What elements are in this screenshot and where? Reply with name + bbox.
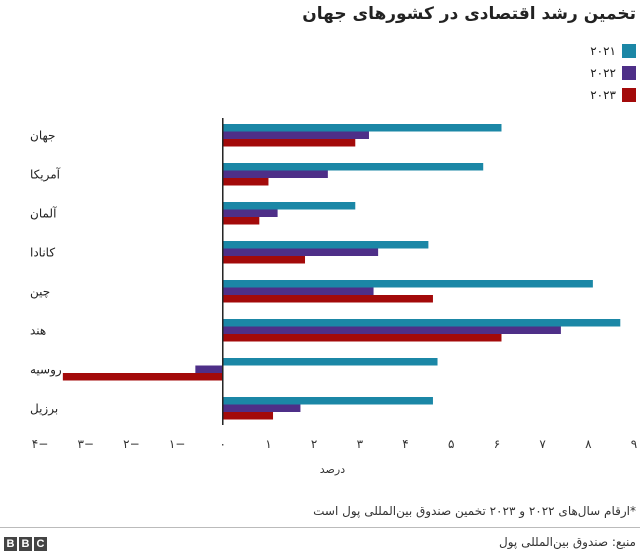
x-tick-label: ۴−	[32, 437, 49, 451]
category-label: آمریکا	[30, 166, 61, 182]
category-label: چین	[30, 284, 50, 299]
category-label: برزیل	[30, 401, 58, 416]
source-text: منبع: صندوق بین‌المللی پول	[499, 535, 636, 549]
bbc-logo-letter: B	[4, 537, 17, 551]
bbc-logo: B B C	[4, 537, 47, 551]
bar	[222, 326, 561, 334]
legend-swatch-2021	[622, 44, 636, 58]
category-label: هند	[30, 323, 46, 337]
chart-title: تخمین رشد اقتصادی در کشورهای جهان	[302, 4, 636, 24]
legend-label-2023: ۲۰۲۳	[590, 88, 616, 102]
x-tick-label: ۷	[539, 437, 546, 451]
x-tick-label: ۰	[220, 437, 226, 451]
x-tick-label: ۳	[357, 437, 364, 451]
bar	[222, 358, 438, 366]
bar	[222, 217, 260, 225]
legend-swatch-2022	[622, 66, 636, 80]
x-tick-label: ۲	[311, 437, 317, 451]
bar-chart: جهان آمریکا آلمان کانادا چین هند روسیه برزیل ۴− ۳…	[30, 118, 637, 476]
x-tick-label: ۶	[494, 437, 500, 451]
x-tick-label: ۹	[631, 437, 637, 451]
x-tick-label: ۳−	[77, 437, 94, 451]
legend-label-2021: ۲۰۲۱	[590, 44, 616, 58]
legend-label-2022: ۲۰۲۲	[590, 66, 616, 80]
bar	[222, 397, 433, 405]
legend-item-2022: ۲۰۲۲	[590, 66, 636, 80]
footer-divider	[0, 527, 640, 528]
bar	[222, 202, 356, 210]
x-tick-label: ۸	[585, 437, 592, 451]
bar	[222, 178, 269, 186]
category-label: جهان	[30, 128, 55, 142]
x-tick-label: ۵	[448, 437, 454, 451]
bar	[222, 404, 301, 412]
legend: ۲۰۲۱ ۲۰۲۲ ۲۰۲۳	[590, 44, 636, 110]
bar	[222, 163, 484, 171]
bar	[222, 131, 369, 139]
bar	[222, 124, 502, 132]
bar	[222, 334, 502, 342]
legend-item-2023: ۲۰۲۳	[590, 88, 636, 102]
bar	[222, 139, 356, 147]
legend-swatch-2023	[622, 88, 636, 102]
bar	[222, 280, 593, 288]
bar	[62, 373, 223, 381]
category-label: کانادا	[30, 245, 55, 259]
bbc-logo-letter: C	[34, 537, 47, 551]
footnote: *ارقام سال‌های ۲۰۲۲ و ۲۰۲۳ تخمین صندوق ب…	[313, 504, 636, 518]
bbc-logo-letter: B	[19, 537, 32, 551]
x-tick-label: ۱	[265, 437, 271, 451]
bar	[222, 241, 429, 249]
bar	[222, 287, 374, 295]
x-tick-label: ۲−	[123, 437, 140, 451]
bar	[195, 365, 223, 373]
bar	[222, 256, 306, 264]
legend-item-2021: ۲۰۲۱	[590, 44, 636, 58]
bar	[222, 295, 433, 303]
category-label: آلمان	[30, 205, 57, 220]
bar	[222, 248, 379, 256]
x-tick-label: ۴	[402, 437, 408, 451]
bar	[222, 319, 621, 327]
x-tick-label: ۱−	[169, 437, 186, 451]
x-axis-label: درصد	[320, 463, 345, 476]
bar	[222, 209, 278, 217]
category-label: روسیه	[30, 362, 62, 377]
bar	[222, 170, 328, 178]
bar	[222, 412, 274, 420]
